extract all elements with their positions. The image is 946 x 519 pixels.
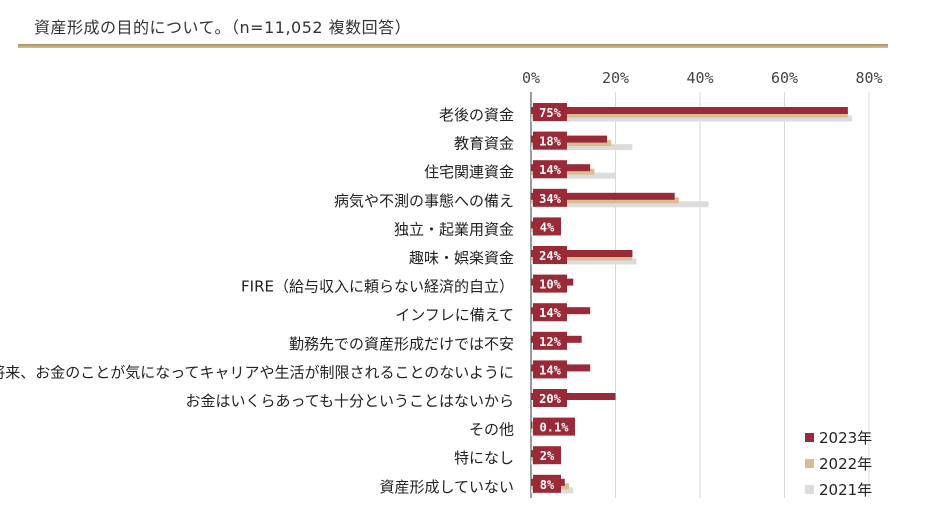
category-label: 独立・起業用資金 bbox=[394, 220, 514, 238]
data-label: 12% bbox=[539, 335, 561, 349]
category-label: 資産形成していない bbox=[379, 478, 514, 496]
data-label: 2% bbox=[540, 449, 555, 463]
data-label-badge bbox=[533, 160, 567, 179]
data-label-badge bbox=[533, 331, 567, 350]
data-label-badge bbox=[533, 217, 561, 236]
data-label-badge bbox=[533, 131, 567, 150]
category-label: 住宅関連資金 bbox=[424, 163, 514, 181]
data-label-badge bbox=[533, 188, 567, 207]
category-label: 特になし bbox=[454, 449, 514, 467]
data-label-badge bbox=[533, 474, 561, 493]
category-label: 病気や不測の事態への備え bbox=[334, 192, 514, 210]
bar-2021 bbox=[531, 201, 709, 208]
x-tick-label: 60% bbox=[771, 69, 798, 87]
x-tick-label: 20% bbox=[602, 69, 629, 87]
data-label-badge bbox=[533, 446, 561, 465]
legend-label-2021: 2021年 bbox=[819, 480, 873, 499]
data-label: 14% bbox=[539, 363, 561, 377]
data-label-badge bbox=[533, 103, 567, 121]
data-label: 14% bbox=[539, 163, 561, 177]
bar-2023 bbox=[531, 250, 633, 257]
category-label: 勤務先での資産形成だけでは不安 bbox=[289, 335, 514, 353]
data-label: 14% bbox=[539, 306, 561, 320]
bar-2022 bbox=[531, 140, 612, 147]
bar-2023 bbox=[531, 192, 675, 200]
data-label: 0.1% bbox=[540, 421, 570, 435]
legend-swatch-2022 bbox=[805, 458, 814, 468]
data-label-badge bbox=[533, 417, 575, 436]
bar-2021 bbox=[531, 144, 633, 151]
legend-label-2023: 2023年 bbox=[819, 428, 873, 447]
bar-2021 bbox=[531, 258, 637, 265]
data-label-badge bbox=[533, 303, 567, 322]
category-label: インフレに備えて bbox=[395, 306, 514, 324]
data-label: 24% bbox=[539, 249, 561, 263]
bar-2021 bbox=[531, 430, 533, 437]
category-label: 老後の資金 bbox=[439, 106, 514, 124]
title-underline bbox=[18, 44, 888, 48]
legend-item-2023: 2023年 bbox=[805, 424, 872, 450]
category-label: 趣味・娯楽資金 bbox=[409, 249, 514, 267]
bar-2021 bbox=[531, 115, 853, 122]
bar-2021 bbox=[531, 172, 616, 179]
bar-2023 bbox=[531, 135, 608, 143]
data-label-badge bbox=[533, 389, 567, 407]
bar-2022 bbox=[531, 426, 533, 433]
data-label: 20% bbox=[539, 392, 561, 406]
category-label: お金はいくらあっても十分ということはないから bbox=[185, 392, 514, 410]
data-label: 18% bbox=[539, 135, 561, 149]
legend-item-2021: 2021年 bbox=[805, 476, 872, 502]
bar-2022 bbox=[531, 197, 679, 204]
data-label-badge bbox=[533, 360, 567, 379]
category-label: FIRE（給与収入に頼らない経済的自立） bbox=[241, 278, 514, 296]
data-label-badge bbox=[533, 274, 567, 293]
bar-2023 bbox=[531, 393, 616, 400]
x-tick-label: 80% bbox=[855, 69, 882, 87]
data-label: 8% bbox=[540, 478, 555, 492]
bar-2023 bbox=[531, 421, 533, 429]
legend-swatch-2023 bbox=[805, 432, 814, 442]
data-label: 75% bbox=[539, 106, 561, 120]
data-label: 4% bbox=[540, 220, 555, 234]
bar-2023 bbox=[531, 107, 848, 114]
category-label: 教育資金 bbox=[454, 135, 514, 153]
legend-label-2022: 2022年 bbox=[819, 454, 873, 473]
category-label: その他 bbox=[469, 421, 514, 439]
bar-2022 bbox=[531, 111, 848, 118]
legend: 2023年 2022年 2021年 bbox=[805, 424, 872, 502]
data-label-badge bbox=[533, 246, 567, 264]
data-label: 10% bbox=[539, 278, 561, 292]
legend-item-2022: 2022年 bbox=[805, 450, 872, 476]
data-label: 34% bbox=[539, 192, 561, 206]
x-tick-label: 0% bbox=[522, 69, 540, 87]
bar-2022 bbox=[531, 254, 633, 261]
chart-title: 資産形成の目的について。（n=11,052 複数回答） bbox=[34, 18, 412, 37]
legend-swatch-2021 bbox=[805, 484, 814, 494]
category-label: 将来、お金のことが気になってキャリアや生活が制限されることのないように bbox=[0, 363, 514, 381]
x-tick-label: 40% bbox=[686, 69, 713, 87]
